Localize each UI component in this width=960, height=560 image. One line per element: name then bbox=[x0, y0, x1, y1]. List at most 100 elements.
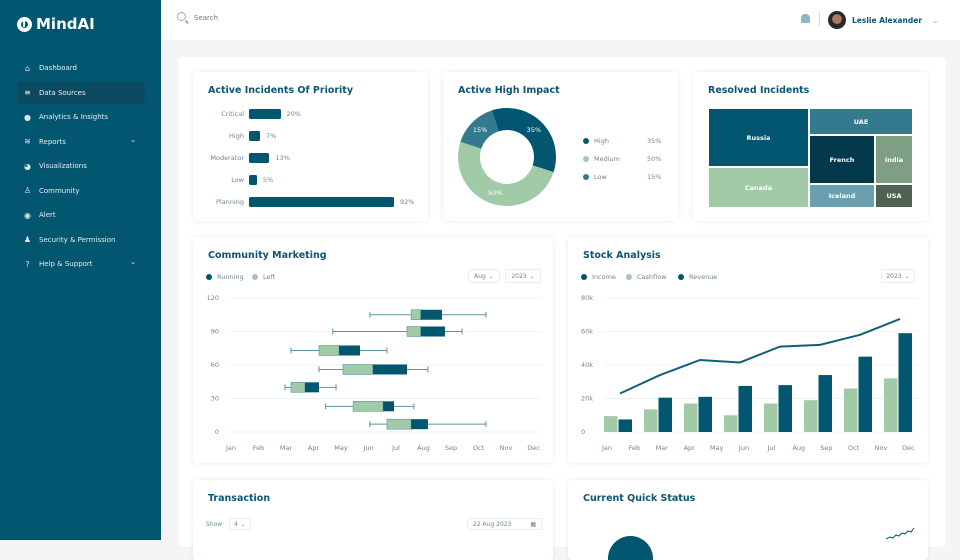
chevron-down-icon: ⌄ bbox=[529, 272, 535, 280]
box-item[interactable] bbox=[318, 364, 429, 375]
treemap-usa[interactable]: USA bbox=[875, 184, 913, 208]
year-select[interactable]: 2023 ⌄ bbox=[505, 269, 541, 283]
bar-value: 20% bbox=[286, 110, 301, 118]
treemap-uae[interactable]: UAE bbox=[809, 108, 913, 135]
box-item[interactable] bbox=[369, 309, 487, 321]
treemap-label: Russia bbox=[746, 133, 771, 142]
bar-cashflow[interactable] bbox=[644, 409, 658, 432]
box-item[interactable] bbox=[290, 345, 388, 356]
treemap-russia[interactable]: Russia bbox=[708, 108, 809, 167]
sidebar-item-label: Analytics & Insights bbox=[39, 113, 109, 121]
legend-value: 50% bbox=[647, 155, 662, 163]
date-picker[interactable]: 22 Aug 2023 ▦ bbox=[467, 518, 542, 530]
treemap-india[interactable]: India bbox=[875, 135, 913, 184]
show-label: Show bbox=[206, 521, 223, 528]
bar-cashflow[interactable] bbox=[844, 388, 858, 432]
sidebar-item-label: Community bbox=[39, 186, 80, 195]
line-income[interactable] bbox=[619, 318, 901, 395]
x-tick-label: Jul bbox=[766, 444, 775, 452]
donut-slice-medium[interactable] bbox=[458, 141, 554, 206]
box-left bbox=[406, 326, 422, 337]
logo[interactable]: MindAI bbox=[17, 15, 95, 33]
box-item[interactable] bbox=[284, 382, 337, 393]
bar-planning[interactable] bbox=[249, 197, 394, 207]
bar-revenue[interactable] bbox=[618, 419, 633, 432]
bar-cashflow[interactable] bbox=[884, 378, 898, 432]
user-menu[interactable]: Leslie Alexander ⌄ bbox=[828, 11, 939, 29]
box-running bbox=[420, 309, 442, 320]
resolved-card: Resolved Incidents Russia Canada UAE French… bbox=[693, 72, 928, 221]
treemap-iceland[interactable]: Iceland bbox=[809, 184, 875, 208]
bar-revenue[interactable] bbox=[778, 385, 793, 432]
treemap-french[interactable]: French bbox=[809, 135, 875, 184]
bar-revenue[interactable] bbox=[898, 333, 913, 432]
box-item[interactable] bbox=[369, 418, 487, 430]
user-name[interactable]: Leslie Alexander bbox=[852, 15, 923, 25]
stock-card: Stock Analysis Income Cashflow Revenue 2… bbox=[568, 237, 928, 463]
card-title: Community Marketing bbox=[208, 250, 327, 261]
treemap-canada[interactable]: Canada bbox=[708, 167, 809, 208]
bar-cashflow[interactable] bbox=[604, 416, 618, 432]
bar-moderator[interactable] bbox=[249, 153, 270, 163]
bell-icon[interactable] bbox=[801, 14, 810, 23]
bar-revenue[interactable] bbox=[818, 375, 833, 432]
treemap-label: UAE bbox=[853, 117, 869, 126]
y-tick-label: 0 bbox=[215, 428, 219, 436]
sidebar-item-label: Alert bbox=[39, 211, 56, 219]
y-tick-label: 40k bbox=[581, 361, 593, 369]
bar-high[interactable] bbox=[249, 131, 261, 141]
bar-cashflow[interactable] bbox=[724, 415, 738, 432]
show-select[interactable]: 4 ⌄ bbox=[229, 518, 251, 530]
bar-revenue[interactable] bbox=[658, 397, 673, 432]
x-tick-label: Oct bbox=[473, 444, 485, 452]
legend-label: High bbox=[594, 137, 609, 145]
x-tick-label: Nov bbox=[875, 444, 888, 452]
legend-revenue: Revenue bbox=[678, 273, 717, 281]
bar-critical[interactable] bbox=[249, 109, 281, 119]
avatar[interactable] bbox=[828, 11, 846, 29]
sidebar-item-data-sources[interactable]: ≡ Data Sources bbox=[17, 81, 145, 104]
y-tick-label: 80k bbox=[581, 294, 593, 302]
sidebar-item-security-permission[interactable]: ♟ Security & Permission bbox=[17, 229, 145, 251]
legend-dot bbox=[581, 274, 587, 280]
boxplot-chart: 0 30 60 90 120 Jan Feb Mar Apr May Jun Jul Aug Sep Oct… bbox=[207, 294, 541, 452]
year-select[interactable]: 2023 ⌄ bbox=[881, 269, 915, 283]
bar-low[interactable] bbox=[249, 175, 257, 185]
bar-cashflow[interactable] bbox=[804, 400, 818, 432]
bar-revenue[interactable] bbox=[738, 385, 753, 432]
box-item[interactable] bbox=[332, 326, 463, 337]
bar-cashflow[interactable] bbox=[684, 403, 698, 432]
stock-chart: 0 20k 40k 60k 80k Jan Feb Mar Apr May Jun Jul Aug Sep… bbox=[581, 294, 918, 452]
box-left bbox=[318, 345, 340, 356]
donut-slice-low[interactable] bbox=[460, 110, 499, 149]
legend-value: 15% bbox=[647, 173, 662, 181]
box-item[interactable] bbox=[325, 401, 415, 412]
sidebar-item-help-support[interactable]: ? Help & Support ⌄ bbox=[17, 253, 145, 275]
bar-cashflow[interactable] bbox=[764, 403, 778, 432]
x-tick-label: Dec bbox=[902, 444, 915, 452]
header: Leslie Alexander ⌄ bbox=[161, 0, 960, 40]
legend-dot bbox=[206, 274, 212, 280]
sidebar-item-alert[interactable]: ◉ Alert bbox=[17, 204, 145, 226]
box-running bbox=[304, 382, 319, 393]
sidebar-item-dashboard[interactable]: ⌂ Dashboard bbox=[17, 57, 145, 79]
box-left bbox=[410, 309, 422, 321]
database-icon: ≡ bbox=[24, 88, 31, 97]
month-select[interactable]: Aug ⌄ bbox=[468, 269, 500, 283]
search-icon[interactable] bbox=[177, 12, 186, 21]
chevron-down-icon[interactable]: ⌄ bbox=[932, 15, 939, 25]
box-running bbox=[339, 345, 360, 356]
sidebar-item-community[interactable]: ♙ Community bbox=[17, 180, 145, 202]
search-input[interactable] bbox=[194, 14, 394, 22]
sidebar-item-reports[interactable]: ≋ Reports ⌄ bbox=[17, 131, 145, 153]
sidebar-item-analytics-insights[interactable]: ● Analytics & Insights bbox=[17, 106, 145, 128]
box-left bbox=[386, 418, 412, 430]
sidebar-item-visualizations[interactable]: ◕ Visualizations bbox=[17, 155, 145, 177]
y-tick-label: 30 bbox=[211, 395, 219, 403]
legend-left: Left bbox=[252, 273, 275, 281]
bar-revenue[interactable] bbox=[698, 396, 713, 432]
legend-dot bbox=[678, 274, 684, 280]
donut-slice-high[interactable] bbox=[491, 108, 556, 173]
bar-revenue[interactable] bbox=[858, 356, 873, 432]
y-tick-label: 120 bbox=[207, 294, 219, 302]
